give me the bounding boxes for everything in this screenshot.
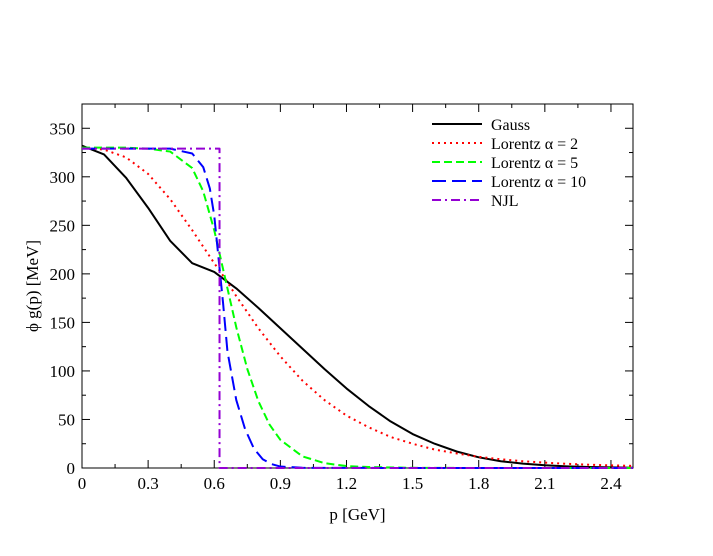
series-line-4 xyxy=(82,147,633,469)
x-tick-label: 1.2 xyxy=(336,474,357,493)
series-line-2 xyxy=(81,146,634,467)
x-tick-label: 0.6 xyxy=(204,474,225,493)
y-axis: 0 50 100 150 200 250 300 350 xyxy=(50,103,633,478)
x-axis: 0 0.3 0.6 0.9 1.2 1.5 1.8 2.1 2.4 xyxy=(78,104,622,493)
x-tick-label: 0 xyxy=(78,474,87,493)
x-tick-label: 0.9 xyxy=(270,474,291,493)
series-line-1 xyxy=(81,144,634,469)
y-tick-label: 350 xyxy=(50,119,76,138)
y-tick-label: 250 xyxy=(50,216,76,235)
series-group xyxy=(81,144,634,469)
legend-label: Lorentz α = 5 xyxy=(491,155,578,172)
y-tick-label: 200 xyxy=(50,265,76,284)
y-axis-title: ϕ g(p) [MeV] xyxy=(23,240,42,332)
x-tick-label: 1.8 xyxy=(468,474,489,493)
x-tick-label: 0.3 xyxy=(137,474,158,493)
series-line-5 xyxy=(82,147,633,469)
legend-label: Gauss xyxy=(491,117,530,134)
x-tick-label: 2.4 xyxy=(600,474,622,493)
legend: Gauss Lorentz α = 2 Lorentz α = 5 Lorentz α… xyxy=(432,117,586,210)
y-tick-label: 50 xyxy=(58,410,75,429)
legend-label: NJL xyxy=(491,193,519,210)
legend-label: Lorentz α = 10 xyxy=(491,174,586,191)
x-tick-label: 1.5 xyxy=(402,474,423,493)
y-tick-label: 0 xyxy=(67,459,76,478)
legend-label: Lorentz α = 2 xyxy=(491,136,578,153)
series-line-3 xyxy=(82,146,633,469)
y-tick-label: 300 xyxy=(50,168,76,187)
y-tick-label: 100 xyxy=(50,362,76,381)
x-tick-label: 2.1 xyxy=(534,474,555,493)
x-axis-title: p [GeV] xyxy=(329,505,385,524)
y-tick-label: 150 xyxy=(50,313,76,332)
